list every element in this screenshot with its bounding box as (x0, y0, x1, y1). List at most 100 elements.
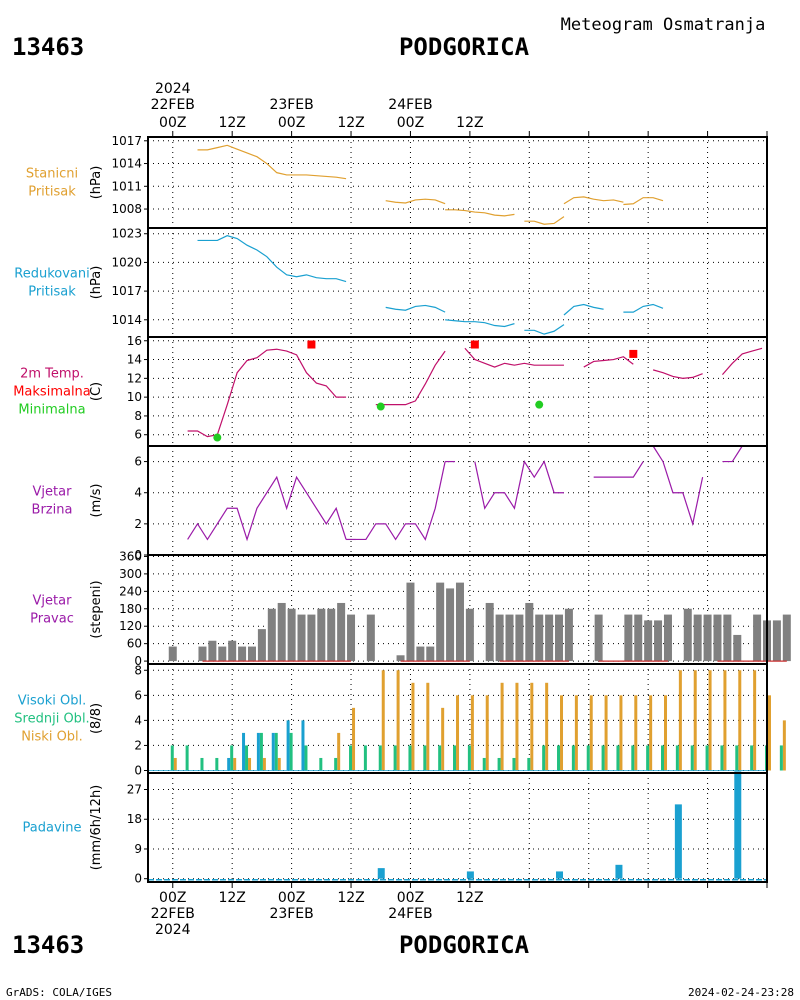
mid-cloud-bar (705, 745, 709, 771)
panel-label: Niski Obl. (21, 730, 83, 745)
y-tick-label: 1020 (111, 255, 142, 269)
panel-label: Minimalna (18, 403, 85, 418)
tmax-marker (629, 349, 638, 358)
station-name-top: PODGORICA (399, 33, 530, 61)
direction-bar (297, 614, 306, 662)
precip-bar (377, 868, 385, 879)
mid-cloud-bar (735, 745, 739, 771)
mid-cloud-bar (661, 745, 665, 771)
temperature-line (721, 347, 763, 375)
wind-speed-line (652, 445, 704, 527)
y-tick-label: 120 (119, 619, 142, 633)
tmax-marker (470, 340, 479, 349)
wind-speed-line (722, 445, 763, 463)
y-axis-label: (8/8) (89, 703, 104, 734)
top-hour-label: 00Z (278, 115, 305, 131)
panel-label: Visoki Obl. (18, 694, 86, 709)
mid-cloud-bar (393, 745, 397, 771)
temperature-line (652, 369, 703, 379)
low-cloud-bar (262, 757, 266, 771)
y-tick-label: 60 (127, 637, 142, 651)
low-cloud-bar (753, 670, 757, 771)
panel-label: Stanicni (26, 167, 78, 182)
mid-cloud-bar (274, 732, 278, 771)
low-cloud-bar (782, 720, 786, 771)
bottom-hour-label: 00Z (397, 890, 424, 906)
precip-bar (556, 871, 564, 879)
mid-cloud-bar (601, 745, 605, 771)
y-tick-label: 1014 (111, 157, 142, 171)
panel-label: Pritisak (28, 285, 76, 300)
bottom-date-label: 23FEB (269, 906, 313, 922)
high-cloud-bar (301, 720, 305, 771)
direction-bar (485, 602, 494, 662)
direction-bar (247, 646, 256, 662)
mid-cloud-bar (304, 745, 308, 771)
precip-bar (734, 771, 742, 879)
mid-cloud-bar (245, 745, 249, 771)
panel-label: Padavine (23, 821, 82, 836)
footer-credit: GrADS: COLA/IGES (6, 986, 112, 999)
tmin-marker (213, 433, 222, 442)
direction-bar (713, 614, 722, 662)
direction-bar (277, 602, 286, 662)
panel-label: Vjetar (33, 485, 73, 500)
mid-cloud-bar (571, 745, 575, 771)
low-cloud-bar (277, 757, 281, 771)
y-axis-label: (C) (89, 382, 104, 401)
panels: 1008101110141017(hPa)StanicniPritisak101… (13, 131, 791, 888)
low-cloud-bar (456, 695, 460, 771)
wind-speed-line (593, 461, 644, 478)
direction-bar (465, 608, 474, 662)
y-tick-label: 14 (127, 353, 142, 367)
low-cloud-bar (441, 707, 445, 771)
direction-bar (307, 614, 316, 662)
bottom-hour-label: 12Z (218, 890, 245, 906)
mid-cloud-bar (259, 732, 263, 771)
y-tick-label: 180 (119, 602, 142, 616)
mid-cloud-bar (230, 745, 234, 771)
wind-speed-line (355, 461, 446, 541)
direction-bar (772, 620, 781, 662)
low-cloud-bar (768, 695, 771, 771)
direction-bar (525, 602, 534, 662)
direction-bar (723, 614, 732, 662)
direction-bar (535, 614, 544, 662)
station-pressure-line (623, 197, 664, 206)
y-tick-label: 4 (134, 713, 142, 727)
y-tick-label: 0 (134, 654, 142, 668)
reduced-pressure-line (563, 303, 604, 316)
high-cloud-bar (271, 732, 275, 771)
high-cloud-bar (286, 720, 290, 771)
y-tick-label: 300 (119, 567, 142, 581)
mid-cloud-bar (408, 745, 412, 771)
tmax-marker (307, 340, 316, 349)
temperature-line (583, 356, 634, 368)
tmin-marker (535, 400, 544, 409)
y-tick-label: 6 (134, 428, 142, 442)
low-cloud-bar (693, 670, 697, 771)
low-cloud-bar (619, 695, 623, 771)
bottom-year-label: 2024 (155, 922, 191, 938)
low-cloud-bar (738, 670, 742, 771)
bottom-hour-label: 12Z (456, 890, 483, 906)
low-cloud-bar (604, 695, 608, 771)
direction-bar (208, 640, 217, 662)
direction-bar (287, 608, 296, 662)
low-cloud-bar (589, 695, 593, 771)
y-tick-label: 18 (127, 812, 142, 826)
top-date-label: 23FEB (269, 97, 313, 113)
direction-bar (238, 646, 247, 662)
mid-cloud-bar (527, 757, 531, 771)
y-tick-label: 2 (134, 738, 142, 752)
wind-speed-line (187, 475, 347, 542)
y-axis-label: (m/s) (89, 484, 104, 518)
direction-bar (564, 608, 573, 662)
y-axis-label: (hPa) (89, 266, 104, 300)
top-hour-label: 12Z (337, 115, 364, 131)
direction-bar (654, 620, 663, 662)
top-hour-label: 12Z (456, 115, 483, 131)
bottom-hour-label: 00Z (159, 890, 186, 906)
y-tick-label: 16 (127, 334, 142, 348)
y-tick-label: 6 (134, 688, 142, 702)
